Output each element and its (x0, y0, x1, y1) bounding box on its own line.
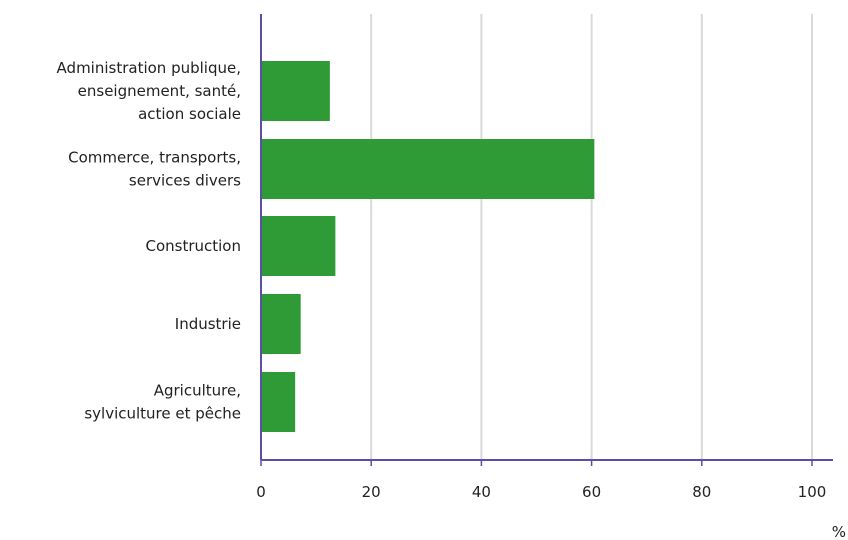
category-label-line: Commerce, transports, (68, 149, 241, 167)
category-label: Agriculture, sylviculture et pêche (84, 382, 241, 423)
category-label-line: Construction (145, 237, 241, 255)
category-label: Industrie (175, 315, 241, 333)
category-label: Administration publique, enseignement, sa… (57, 59, 241, 123)
category-label-line: services divers (129, 172, 241, 190)
bar (261, 61, 330, 121)
category-label-line: Industrie (175, 315, 241, 333)
category-label-line: sylviculture et pêche (84, 405, 241, 423)
bar (261, 372, 296, 432)
x-tick-label: 60 (582, 483, 601, 501)
x-tick-label: 20 (362, 483, 381, 501)
bar (261, 139, 595, 199)
category-label-line: Agriculture, (154, 382, 241, 400)
x-tick-label: 100 (798, 483, 827, 501)
x-unit-label: % (832, 523, 846, 540)
bar (261, 216, 336, 276)
category-label-line: action sociale (138, 105, 241, 123)
x-tick-label: 0 (256, 483, 266, 501)
category-label: Construction (145, 237, 241, 255)
x-tick-label: 80 (692, 483, 711, 501)
category-label-line: enseignement, santé, (78, 82, 241, 100)
x-tick-label: 40 (472, 483, 491, 501)
category-label: Commerce, transports, services divers (68, 149, 241, 190)
bar (261, 294, 301, 354)
category-label-line: Administration publique, (57, 59, 241, 77)
gridlines (370, 14, 813, 460)
category-labels: Administration publique, enseignement, sa… (57, 59, 242, 423)
axes (260, 14, 833, 466)
bars (261, 61, 595, 432)
tick-labels: 0 20 40 60 80 100 (256, 483, 826, 501)
